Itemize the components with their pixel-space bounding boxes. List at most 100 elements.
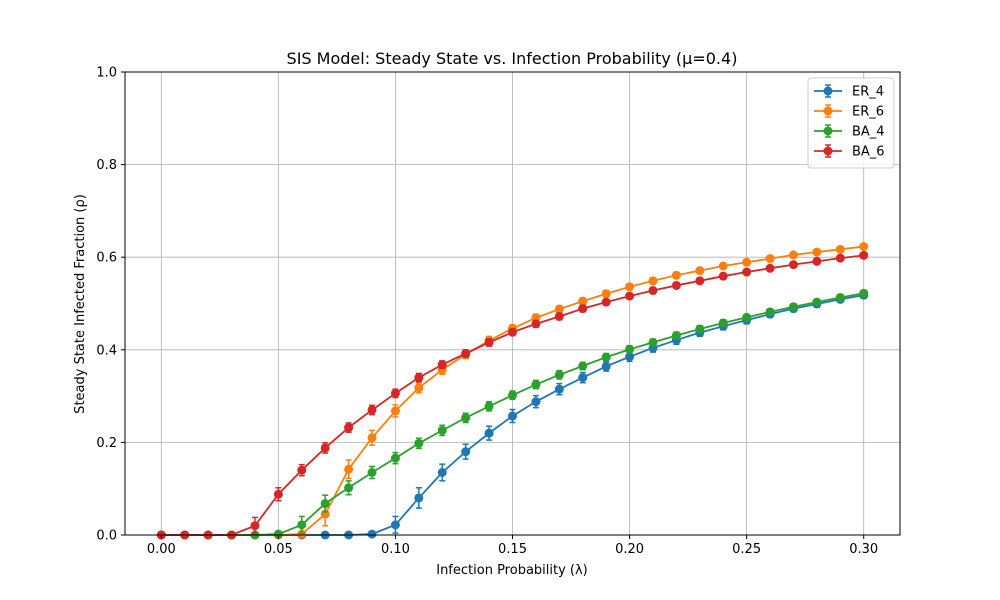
data-point — [554, 304, 564, 314]
data-point — [625, 282, 635, 292]
data-point — [484, 337, 494, 347]
data-point — [367, 467, 377, 477]
data-point — [531, 397, 541, 407]
data-point — [765, 307, 775, 317]
data-point — [718, 261, 728, 271]
data-point — [554, 311, 564, 321]
x-tick-label: 0.30 — [849, 542, 878, 557]
data-point — [601, 361, 611, 371]
series-ba-4 — [156, 288, 869, 540]
y-tick-label: 1.0 — [96, 66, 117, 81]
data-point — [788, 250, 798, 260]
ticks: 0.00 0.05 0.10 0.15 0.20 0.25 0.30 0.0 0.2 0.4 0.6… — [96, 66, 878, 558]
data-point — [344, 423, 354, 433]
data-point — [671, 330, 681, 340]
y-tick-label: 0.0 — [96, 529, 117, 544]
data-point — [695, 266, 705, 276]
data-point — [601, 297, 611, 307]
x-axis-title: Infection Probability (λ) — [436, 563, 588, 578]
data-point — [297, 465, 307, 475]
data-point — [601, 352, 611, 362]
data-point — [718, 271, 728, 281]
data-point — [601, 289, 611, 299]
data-point — [461, 413, 471, 423]
data-point — [414, 493, 424, 503]
data-point — [554, 384, 564, 394]
data-point — [788, 302, 798, 312]
data-point — [859, 288, 869, 298]
data-point — [367, 405, 377, 415]
data-point — [859, 242, 869, 252]
data-point — [414, 373, 424, 383]
data-point — [367, 529, 377, 539]
data-point — [625, 344, 635, 354]
data-point — [508, 390, 517, 400]
data-point — [273, 529, 283, 539]
data-point — [554, 370, 564, 380]
data-point — [695, 324, 705, 334]
data-point — [812, 297, 822, 307]
data-point — [531, 380, 541, 390]
x-tick-label: 0.10 — [381, 542, 410, 557]
chart-title: SIS Model: Steady State vs. Infection Pr… — [287, 49, 738, 68]
data-point — [390, 453, 400, 463]
data-point — [742, 257, 752, 267]
legend-marker — [823, 126, 833, 136]
data-point — [648, 337, 658, 347]
data-point — [531, 319, 541, 329]
data-point — [390, 388, 400, 398]
legend-label: ER_4 — [852, 85, 884, 100]
data-point — [367, 433, 377, 443]
data-point — [859, 250, 869, 260]
data-point — [671, 270, 681, 280]
data-point — [742, 312, 752, 322]
data-point — [414, 383, 424, 393]
y-tick-label: 0.6 — [96, 251, 117, 266]
data-point — [390, 520, 400, 530]
data-point — [695, 276, 705, 286]
data-point — [297, 529, 307, 539]
data-point — [414, 438, 424, 448]
legend-entry: ER_4 — [814, 84, 884, 100]
data-point — [788, 260, 798, 270]
data-point — [765, 254, 775, 264]
legend-entry: BA_4 — [814, 124, 885, 140]
data-point — [508, 411, 517, 421]
data-point — [812, 256, 822, 266]
data-point — [765, 263, 775, 273]
x-tick-label: 0.25 — [732, 542, 761, 557]
data-point — [648, 286, 658, 296]
y-tick-label: 0.2 — [96, 436, 117, 451]
data-point — [461, 447, 471, 457]
data-point — [578, 373, 588, 383]
data-point — [812, 247, 822, 257]
legend-marker — [823, 106, 833, 116]
data-point — [437, 425, 447, 435]
data-point — [625, 352, 635, 362]
data-point — [671, 280, 681, 290]
data-point — [578, 361, 588, 371]
data-point — [625, 291, 635, 301]
y-tick-label: 0.4 — [96, 343, 117, 358]
y-axis-title: Steady State Infected Fraction (ρ) — [73, 194, 88, 414]
series-layer — [156, 242, 869, 540]
legend: ER_4 ER_6 BA_4 BA_6 — [807, 77, 895, 169]
data-point — [437, 360, 447, 370]
data-point — [508, 327, 517, 337]
data-point — [320, 499, 330, 509]
data-point — [578, 296, 588, 306]
data-point — [648, 276, 658, 286]
x-tick-label: 0.00 — [147, 542, 176, 557]
legend-label: BA_6 — [852, 145, 885, 160]
x-tick-label: 0.20 — [615, 542, 644, 557]
data-point — [344, 464, 354, 474]
data-point — [835, 292, 845, 302]
data-point — [320, 443, 330, 453]
series-ba-6 — [156, 250, 869, 540]
legend-label: ER_6 — [852, 105, 884, 120]
data-point — [344, 483, 354, 493]
data-point — [461, 349, 471, 359]
data-point — [297, 520, 307, 530]
x-tick-label: 0.15 — [498, 542, 527, 557]
